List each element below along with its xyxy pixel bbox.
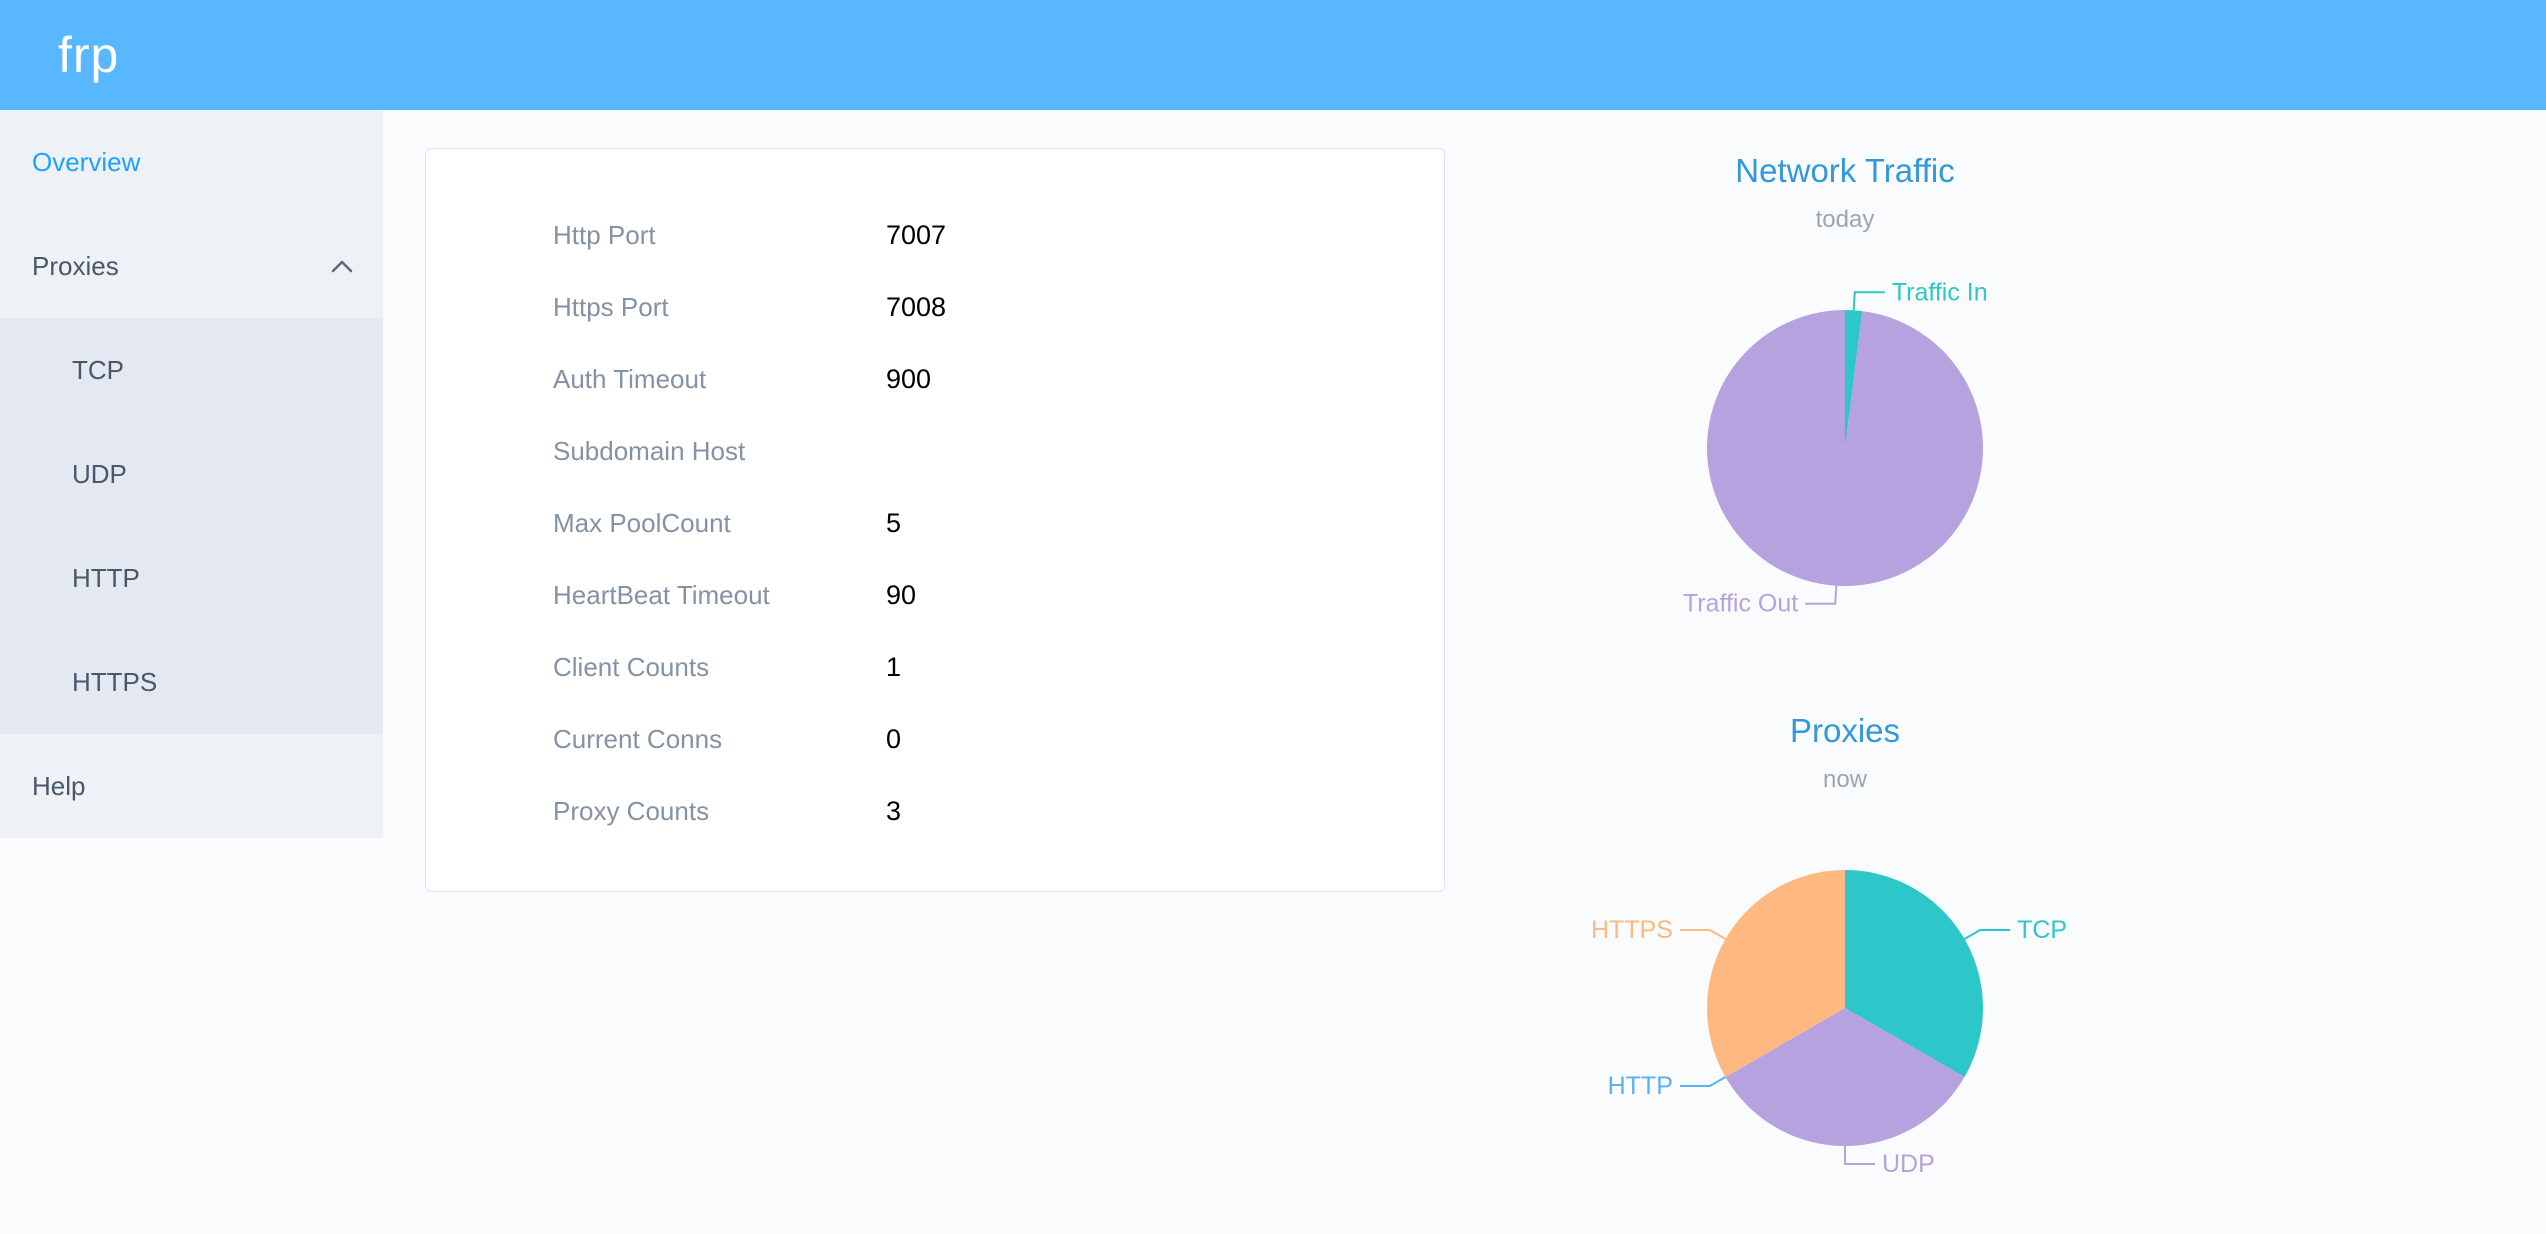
- sidebar-item-overview[interactable]: Overview: [0, 110, 383, 214]
- config-label: Proxy Counts: [553, 795, 710, 826]
- pie-slice-traffic-out[interactable]: [1706, 309, 1983, 586]
- proxies-chart: Proxies now TCP UDP HTTP HTTPS: [1465, 712, 2225, 1234]
- sidebar-item-tcp[interactable]: TCP: [0, 318, 383, 422]
- config-row: Current Conns 0: [553, 703, 1444, 775]
- config-label: Current Conns: [553, 723, 723, 754]
- config-row: Subdomain Host: [553, 415, 1444, 487]
- config-value: 7008: [886, 291, 947, 322]
- config-row: Auth Timeout 900: [553, 343, 1444, 415]
- sidebar-item-help[interactable]: Help: [0, 734, 383, 838]
- pie-label-line-https: [1679, 929, 1726, 940]
- sidebar-submenu: TCP UDP HTTP HTTPS: [0, 318, 383, 734]
- pie-label-line-http: [1679, 1076, 1726, 1087]
- pie-label-traffic-out: Traffic Out: [1683, 590, 1798, 618]
- server-config-card: Http Port 7007 Https Port 7008 Auth Time…: [425, 148, 1445, 892]
- chart-subtitle: now: [1822, 766, 1868, 793]
- config-row: HeartBeat Timeout 90: [553, 559, 1444, 631]
- sidebar-item-label: TCP: [72, 354, 124, 385]
- sidebar-item-label: Overview: [32, 146, 141, 177]
- pie-slice-traffic-in[interactable]: [1845, 310, 1863, 448]
- pie-slice-tcp[interactable]: [1845, 870, 1983, 1077]
- pie-label-traffic-in: Traffic In: [1892, 278, 1988, 306]
- config-value: 900: [886, 363, 932, 394]
- sidebar-menu: Overview Proxies TCP UDP HTTP HTTPS: [0, 110, 383, 838]
- config-row: Client Counts 1: [553, 631, 1444, 703]
- config-row: Proxy Counts 3: [553, 775, 1444, 847]
- network-traffic-pie: Traffic In Traffic Out: [1683, 278, 1988, 618]
- config-value: 5: [886, 507, 902, 538]
- config-label: Client Counts: [553, 651, 710, 682]
- config-label: HeartBeat Timeout: [553, 579, 770, 610]
- chart-subtitle: today: [1815, 206, 1875, 233]
- sidebar-item-proxies[interactable]: Proxies: [0, 214, 383, 318]
- sidebar-item-label: HTTPS: [72, 666, 158, 697]
- pie-label-line-traffic-out: [1805, 585, 1838, 605]
- sidebar-item-https[interactable]: HTTPS: [0, 630, 383, 734]
- pie-label-line-udp: [1844, 1146, 1875, 1165]
- pie-label-line-tcp: [1964, 929, 2011, 940]
- config-value: 3: [886, 795, 902, 826]
- pie-slice-udp[interactable]: [1725, 1008, 1965, 1146]
- config-row: Http Port 7007: [553, 199, 1444, 271]
- config-value: 0: [886, 723, 902, 754]
- config-label: Https Port: [553, 291, 669, 322]
- config-label: Http Port: [553, 219, 656, 250]
- sidebar-item-label: Proxies: [32, 250, 119, 281]
- pie-label-https: HTTPS: [1591, 916, 1673, 944]
- sidebar-item-label: HTTP: [72, 562, 140, 593]
- sidebar-item-udp[interactable]: UDP: [0, 422, 383, 526]
- config-value: 7007: [886, 219, 947, 250]
- pie-label-udp: UDP: [1882, 1150, 1935, 1178]
- pie-label-line-traffic-in: [1852, 291, 1885, 311]
- config-label: Auth Timeout: [553, 363, 707, 394]
- config-row: Max PoolCount 5: [553, 487, 1444, 559]
- config-row: Https Port 7008: [553, 271, 1444, 343]
- pie-slice-https[interactable]: [1707, 870, 1845, 1077]
- config-label: Subdomain Host: [553, 435, 746, 466]
- sidebar-item-label: UDP: [72, 458, 127, 489]
- header: frp: [0, 0, 2546, 110]
- chart-title: Proxies: [1789, 712, 1901, 749]
- network-traffic-chart: Network Traffic today Traffic In Traffic …: [1465, 152, 2225, 678]
- app-logo: frp: [58, 27, 120, 83]
- pie-label-tcp: TCP: [2017, 916, 2067, 944]
- pie-label-http: HTTP: [1608, 1072, 1673, 1100]
- config-value: 90: [886, 579, 917, 610]
- sidebar-item-label: Help: [32, 770, 86, 801]
- sidebar-item-http[interactable]: HTTP: [0, 526, 383, 630]
- sidebar: Overview Proxies TCP UDP HTTP HTTPS: [0, 110, 383, 838]
- chevron-up-icon: [331, 258, 353, 274]
- chart-title: Network Traffic: [1735, 152, 1955, 189]
- proxies-pie: TCP UDP HTTP HTTPS: [1591, 870, 2067, 1178]
- config-label: Max PoolCount: [553, 507, 731, 538]
- config-value: 1: [886, 651, 902, 682]
